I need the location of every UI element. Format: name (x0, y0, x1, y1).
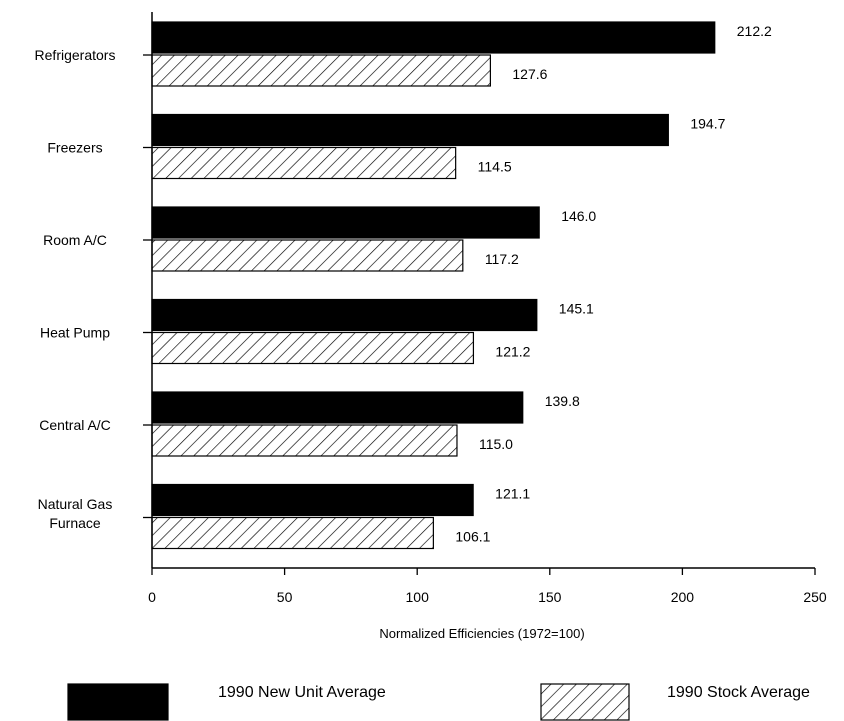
x-tick-label-150: 150 (538, 589, 562, 605)
legend: 1990 New Unit Average 1990 Stock Average (67, 683, 810, 721)
stock-bar-room-a-c (151, 239, 464, 272)
new-unit-value-label-room-a-c: 146.0 (561, 208, 596, 224)
category-label-central-a-c: Central A/C (39, 417, 111, 433)
x-tick-label-100: 100 (406, 589, 430, 605)
new-unit-bar-heat-pump (151, 298, 538, 332)
stock-bar-central-a-c (151, 424, 458, 457)
legend-swatch-stock (540, 683, 630, 721)
new-unit-bar-refrigerators (151, 21, 716, 54)
x-tick-label-200: 200 (671, 589, 695, 605)
stock-value-label-natural-gas-furnace: 106.1 (455, 529, 490, 545)
new-unit-value-label-central-a-c: 139.8 (545, 393, 580, 409)
stock-value-label-central-a-c: 115.0 (479, 436, 513, 452)
stock-value-label-freezers: 114.5 (478, 159, 512, 175)
new-unit-bar-room-a-c (151, 206, 540, 239)
stock-bar-heat-pump (151, 331, 475, 365)
new-unit-value-label-freezers: 194.7 (690, 116, 725, 132)
new-unit-value-label-natural-gas-furnace: 121.1 (495, 486, 530, 502)
new-unit-bar-central-a-c (151, 391, 524, 424)
x-tick-label-0: 0 (148, 589, 156, 605)
stock-value-label-heat-pump: 121.2 (495, 344, 530, 360)
stock-value-label-refrigerators: 127.6 (512, 66, 547, 82)
legend-swatch-new-unit (67, 683, 169, 721)
stock-bar-natural-gas-furnace (151, 516, 434, 550)
new-unit-bar-freezers (151, 113, 669, 147)
x-tick-label-250: 250 (803, 589, 827, 605)
new-unit-value-label-heat-pump: 145.1 (559, 301, 594, 317)
category-label-refrigerators: Refrigerators (35, 47, 116, 63)
category-label-natural-gas: Natural Gas (38, 496, 113, 512)
legend-label-stock: 1990 Stock Average (667, 684, 810, 701)
stock-bar-refrigerators (151, 54, 491, 87)
stock-value-label-room-a-c: 117.2 (485, 251, 519, 267)
category-label-freezers: Freezers (47, 140, 102, 156)
x-tick-label-50: 50 (277, 589, 293, 605)
legend-label-new-unit: 1990 New Unit Average (218, 684, 386, 701)
x-axis-title: Normalized Efficiencies (1972=100) (379, 626, 584, 641)
category-label-heat-pump: Heat Pump (40, 325, 110, 341)
new-unit-bar-natural-gas-furnace (151, 483, 474, 517)
stock-bar-freezers (151, 146, 457, 180)
category-label-furnace: Furnace (49, 515, 101, 531)
category-label-room-a-c: Room A/C (43, 232, 107, 248)
new-unit-value-label-refrigerators: 212.2 (737, 23, 772, 39)
